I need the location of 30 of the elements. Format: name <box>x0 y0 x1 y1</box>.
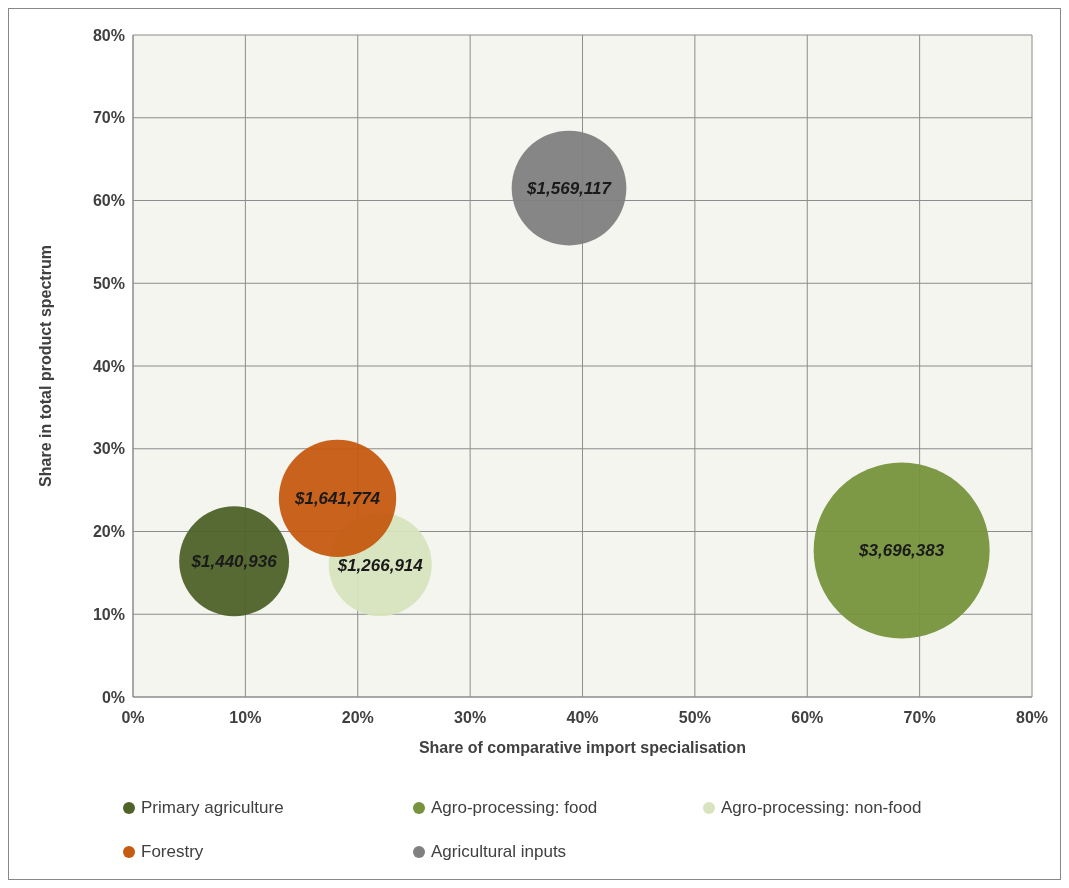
legend-label: Agro-processing: food <box>431 798 598 817</box>
x-tick-label: 80% <box>1015 709 1049 726</box>
legend-label: Agricultural inputs <box>431 842 567 861</box>
x-tick-label: 0% <box>121 709 145 726</box>
legend-label: Agro-processing: non-food <box>721 798 922 817</box>
x-axis-title: Share of comparative import specialisation <box>418 739 747 756</box>
y-tick-label: 40% <box>92 357 125 375</box>
legend-label: Forestry <box>141 842 204 861</box>
data-label: $3,696,383 <box>858 541 945 561</box>
x-tick-label: 30% <box>454 709 487 726</box>
x-tick-label: 20% <box>341 709 374 726</box>
y-tick-label: 10% <box>92 605 125 623</box>
legend-label: Primary agriculture <box>141 798 284 817</box>
y-tick-label: 20% <box>92 523 125 541</box>
y-tick-label: 0% <box>101 688 125 706</box>
x-tick-label: 10% <box>229 709 262 726</box>
data-label: $1,440,936 <box>190 552 278 572</box>
x-tick-label: 50% <box>678 709 711 726</box>
data-label: $1,569,117 <box>526 179 613 199</box>
y-tick-label: 80% <box>92 26 125 44</box>
y-axis-title: Share in total product spectrum <box>37 245 54 487</box>
y-tick-label: 30% <box>92 440 125 458</box>
x-tick-label: 40% <box>566 709 599 726</box>
x-tick-label: 70% <box>903 709 936 726</box>
data-label: $1,641,774 <box>293 489 381 509</box>
data-label: $1,266,914 <box>336 555 424 575</box>
y-tick-label: 60% <box>92 192 125 210</box>
y-tick-label: 50% <box>92 274 125 292</box>
y-tick-label: 70% <box>92 109 125 127</box>
x-tick-label: 60% <box>791 709 824 726</box>
